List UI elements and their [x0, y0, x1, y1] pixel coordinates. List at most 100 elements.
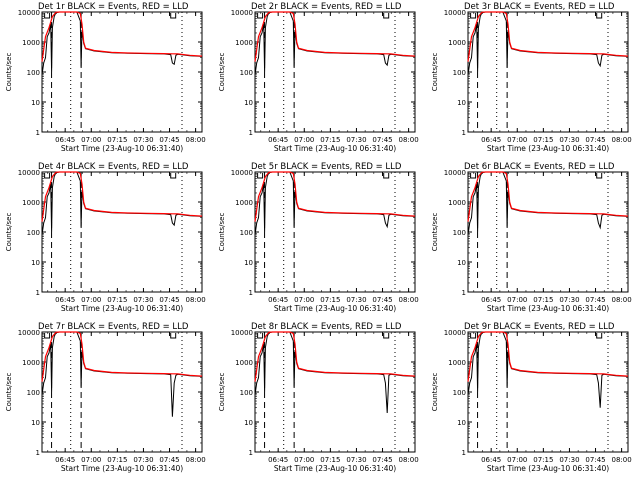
- events-series-line: [467, 331, 629, 408]
- chart-panel-6: Det 6r BLACK = Events, RED = LLD Counts/s…: [431, 162, 632, 313]
- plot-frame: [467, 331, 629, 453]
- plot-frame: [254, 171, 416, 293]
- y-axis-label: Counts/sec: [5, 213, 13, 252]
- interval-marker-left: [470, 173, 477, 179]
- lld-series-line: [467, 11, 629, 62]
- y-tick-label: 1: [462, 449, 466, 457]
- y-tick-label: 100: [27, 69, 40, 77]
- y-tick-label: 1: [249, 449, 253, 457]
- plot-frame: [41, 331, 203, 453]
- y-tick-label: 1000: [448, 359, 466, 367]
- x-tick-label: 07:00: [294, 136, 314, 144]
- x-axis-label: Start Time (23-Aug-10 06:31:40): [61, 304, 183, 313]
- chart-panel-5: Det 5r BLACK = Events, RED = LLD Counts/s…: [218, 162, 419, 313]
- interval-marker-left: [257, 333, 264, 339]
- x-tick-label: 07:30: [346, 296, 366, 304]
- plot-frame: [467, 171, 629, 293]
- x-tick-label: 07:45: [159, 296, 179, 304]
- interval-marker-right: [383, 173, 390, 179]
- y-tick-label: 100: [453, 69, 466, 77]
- y-tick-label: 10000: [444, 329, 466, 337]
- y-tick-label: 1: [36, 129, 40, 137]
- y-tick-label: 1000: [448, 199, 466, 207]
- interval-marker-right: [596, 173, 603, 179]
- y-tick-label: 1: [249, 129, 253, 137]
- x-tick-label: 07:15: [320, 136, 340, 144]
- x-tick-label: 08:00: [612, 456, 632, 464]
- x-axis-label: Start Time (23-Aug-10 06:31:40): [61, 464, 183, 473]
- lld-series-line: [467, 331, 629, 382]
- y-tick-label: 100: [27, 229, 40, 237]
- y-tick-label: 10000: [18, 9, 40, 17]
- plot-frame: [41, 171, 203, 293]
- y-tick-label: 1000: [235, 359, 253, 367]
- x-tick-label: 07:15: [107, 136, 127, 144]
- chart-panel-2: Det 2r BLACK = Events, RED = LLD Counts/s…: [218, 2, 419, 153]
- x-tick-label: 06:45: [55, 136, 75, 144]
- y-tick-label: 1000: [235, 39, 253, 47]
- interval-marker-left: [44, 13, 51, 19]
- x-axis-label: Start Time (23-Aug-10 06:31:40): [274, 144, 396, 153]
- lld-series-line: [254, 11, 416, 62]
- y-tick-label: 10: [244, 259, 253, 267]
- x-tick-label: 08:00: [186, 456, 206, 464]
- y-tick-label: 1000: [448, 39, 466, 47]
- y-tick-label: 10: [457, 259, 466, 267]
- y-tick-label: 10: [244, 99, 253, 107]
- interval-marker-left: [257, 13, 264, 19]
- y-tick-label: 1000: [22, 199, 40, 207]
- chart-title: Det 1r BLACK = Events, RED = LLD: [38, 2, 189, 12]
- interval-marker-right: [596, 13, 603, 19]
- y-tick-label: 1: [36, 449, 40, 457]
- y-tick-label: 10000: [231, 329, 253, 337]
- y-tick-label: 1000: [22, 359, 40, 367]
- x-tick-label: 07:15: [533, 456, 553, 464]
- events-series-line: [41, 171, 203, 235]
- chart-title: Det 8r BLACK = Events, RED = LLD: [251, 322, 402, 332]
- y-axis-label: Counts/sec: [218, 373, 226, 412]
- x-tick-label: 07:45: [585, 296, 605, 304]
- x-tick-label: 07:00: [81, 296, 101, 304]
- events-series-line: [254, 171, 416, 235]
- chart-panel-1: Det 1r BLACK = Events, RED = LLD Counts/s…: [5, 2, 206, 153]
- interval-marker-right: [383, 333, 390, 339]
- y-axis-label: Counts/sec: [431, 373, 439, 412]
- y-tick-label: 100: [240, 229, 253, 237]
- x-tick-label: 06:45: [55, 296, 75, 304]
- x-tick-label: 07:00: [81, 456, 101, 464]
- y-tick-label: 100: [453, 229, 466, 237]
- y-tick-label: 10000: [18, 329, 40, 337]
- y-tick-label: 10: [457, 419, 466, 427]
- y-tick-label: 100: [240, 389, 253, 397]
- y-tick-label: 1000: [235, 199, 253, 207]
- x-tick-label: 07:30: [346, 456, 366, 464]
- lld-series-line: [467, 171, 629, 222]
- y-tick-label: 10: [31, 99, 40, 107]
- y-tick-label: 100: [27, 389, 40, 397]
- x-tick-label: 08:00: [612, 136, 632, 144]
- x-tick-label: 07:45: [159, 136, 179, 144]
- x-tick-label: 07:30: [559, 296, 579, 304]
- x-tick-label: 07:30: [346, 136, 366, 144]
- chart-title: Det 5r BLACK = Events, RED = LLD: [251, 162, 402, 172]
- y-tick-label: 10: [457, 99, 466, 107]
- interval-marker-left: [257, 173, 264, 179]
- y-tick-label: 10: [31, 259, 40, 267]
- y-axis-label: Counts/sec: [5, 53, 13, 92]
- chart-panel-9: Det 9r BLACK = Events, RED = LLD Counts/s…: [431, 322, 632, 473]
- y-tick-label: 10000: [231, 169, 253, 177]
- interval-marker-right: [170, 13, 177, 19]
- x-tick-label: 07:45: [585, 136, 605, 144]
- x-tick-label: 07:15: [107, 296, 127, 304]
- y-tick-label: 10000: [231, 9, 253, 17]
- x-tick-label: 06:45: [268, 296, 288, 304]
- x-axis-label: Start Time (23-Aug-10 06:31:40): [274, 464, 396, 473]
- x-tick-label: 08:00: [399, 136, 419, 144]
- lld-series-line: [41, 11, 203, 62]
- x-tick-label: 07:30: [559, 136, 579, 144]
- x-axis-label: Start Time (23-Aug-10 06:31:40): [61, 144, 183, 153]
- plot-frame: [467, 11, 629, 133]
- x-tick-label: 07:00: [81, 136, 101, 144]
- interval-marker-right: [596, 333, 603, 339]
- chart-title: Det 3r BLACK = Events, RED = LLD: [464, 2, 615, 12]
